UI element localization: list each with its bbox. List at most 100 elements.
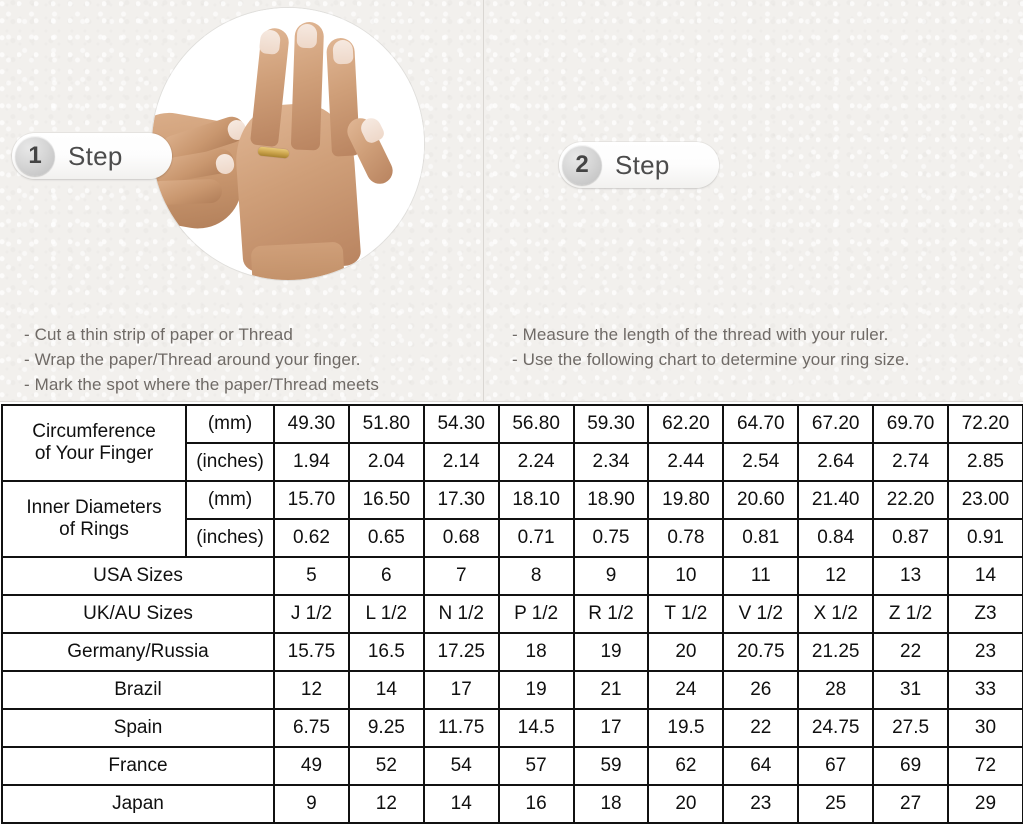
cell-8: 12 xyxy=(797,556,875,596)
cell-1: J 1/2 xyxy=(273,594,350,634)
cell-4: 0.71 xyxy=(497,518,575,558)
cell-6: 2.44 xyxy=(647,442,725,482)
cell-9: 13 xyxy=(872,556,950,596)
row-label: USA Sizes xyxy=(1,556,275,596)
cell-3: 54 xyxy=(422,746,500,786)
cell-1: 0.62 xyxy=(273,518,350,558)
cell-5: 59 xyxy=(572,746,650,786)
cell-1: 5 xyxy=(273,556,350,596)
table-row: USA Sizes 5 6 7 8 9 10 11 12 13 14 xyxy=(1,556,1023,596)
row-group-label: Circumference of Your Finger xyxy=(1,404,187,482)
cell-3: 17.30 xyxy=(422,480,500,520)
cell-2: 16.5 xyxy=(347,632,425,672)
cell-5: 17 xyxy=(572,708,650,748)
cell-3: 17.25 xyxy=(422,632,500,672)
cell-6: 0.78 xyxy=(647,518,725,558)
cell-6: T 1/2 xyxy=(647,594,725,634)
cell-3: 11.75 xyxy=(422,708,500,748)
cell-4: 16 xyxy=(497,784,575,824)
cell-10: 29 xyxy=(947,784,1023,824)
cell-8: 2.64 xyxy=(797,442,875,482)
step-number-circle: 1 xyxy=(15,136,55,176)
instruction-line: - Use the following chart to determine y… xyxy=(512,350,910,369)
fingernail xyxy=(258,29,282,55)
cell-1: 49.30 xyxy=(273,404,350,444)
cell-2: 6 xyxy=(347,556,425,596)
cell-10: 0.91 xyxy=(947,518,1023,558)
instruction-line: - Cut a thin strip of paper or Thread xyxy=(24,325,293,344)
cell-8: X 1/2 xyxy=(797,594,875,634)
step-label: Step xyxy=(615,149,670,180)
step-number: 1 xyxy=(28,142,42,169)
cell-10: 23.00 xyxy=(947,480,1023,520)
cell-8: 21.25 xyxy=(797,632,875,672)
section-bottom-rule xyxy=(0,401,1023,402)
cell-3: 14 xyxy=(422,784,500,824)
table-row: Japan 9 12 14 16 18 20 23 25 27 29 xyxy=(1,784,1023,824)
cell-1: 15.75 xyxy=(273,632,350,672)
cell-8: 28 xyxy=(797,670,875,710)
ring-size-chart-table-wrapper: Circumference of Your Finger (mm) 49.30 51.8… xyxy=(0,404,1023,826)
cell-5: 9 xyxy=(572,556,650,596)
cell-5: 21 xyxy=(572,670,650,710)
instruction-line: - Wrap the paper/Thread around your fing… xyxy=(24,350,361,369)
instruction-line: - Mark the spot where the paper/Thread m… xyxy=(24,375,379,394)
cell-3: N 1/2 xyxy=(422,594,500,634)
step-2-panel: 1 2 3 MADE IN CHINA 2 Step - Measure the… xyxy=(484,0,1023,402)
fingernail xyxy=(332,39,354,65)
row-label: UK/AU Sizes xyxy=(1,594,275,634)
cell-9: 27.5 xyxy=(872,708,950,748)
cell-9: 69 xyxy=(872,746,950,786)
cell-1: 1.94 xyxy=(273,442,350,482)
table-row: (inches) 1.94 2.04 2.14 2.24 2.34 2.44 2.54 2.64… xyxy=(2,442,1023,482)
cell-8: 25 xyxy=(797,784,875,824)
step-number: 2 xyxy=(575,151,589,178)
cell-7: V 1/2 xyxy=(722,594,800,634)
step-2-badge: 2 Step xyxy=(559,142,719,188)
table-row: (inches) 0.62 0.65 0.68 0.71 0.75 0.78 0.81 0.84… xyxy=(2,518,1023,558)
cell-2: 14 xyxy=(347,670,425,710)
row-unit-label: (mm) xyxy=(185,404,275,444)
cell-4: 56.80 xyxy=(497,404,575,444)
cell-2: 0.65 xyxy=(347,518,425,558)
instruction-line: - Measure the length of the thread with … xyxy=(512,325,889,344)
cell-7: 23 xyxy=(722,784,800,824)
cell-10: 14 xyxy=(947,556,1023,596)
step-1-panel: 1 Step - Cut a thin strip of paper or Th… xyxy=(0,0,483,402)
cell-5: 0.75 xyxy=(572,518,650,558)
cell-3: 54.30 xyxy=(422,404,500,444)
cell-5: R 1/2 xyxy=(572,594,650,634)
cell-7: 20.75 xyxy=(722,632,800,672)
cell-8: 24.75 xyxy=(797,708,875,748)
table-row: Circumference of Your Finger (mm) 49.30 51.8… xyxy=(1,404,1023,482)
cell-9: 22.20 xyxy=(872,480,950,520)
cell-5: 18 xyxy=(572,784,650,824)
cell-9: 2.74 xyxy=(872,442,950,482)
cell-10: 23 xyxy=(947,632,1023,672)
cell-7: 26 xyxy=(722,670,800,710)
cell-7: 20.60 xyxy=(722,480,800,520)
row-unit-label: (inches) xyxy=(185,442,275,482)
cell-6: 20 xyxy=(647,784,725,824)
cell-2: L 1/2 xyxy=(347,594,425,634)
cell-6: 20 xyxy=(647,632,725,672)
cell-9: 27 xyxy=(872,784,950,824)
cell-2: 51.80 xyxy=(347,404,425,444)
cell-2: 2.04 xyxy=(347,442,425,482)
cell-4: 19 xyxy=(497,670,575,710)
cell-4: P 1/2 xyxy=(497,594,575,634)
cell-3: 17 xyxy=(422,670,500,710)
step-1-badge: 1 Step xyxy=(12,133,172,179)
cell-4: 14.5 xyxy=(497,708,575,748)
row-label: France xyxy=(1,746,275,786)
cell-1: 12 xyxy=(273,670,350,710)
cell-5: 59.30 xyxy=(572,404,650,444)
row-unit-label: (inches) xyxy=(185,518,275,558)
cell-2: 9.25 xyxy=(347,708,425,748)
cell-7: 11 xyxy=(722,556,800,596)
ring-size-chart-table: Circumference of Your Finger (mm) 49.30 51.8… xyxy=(1,404,1023,824)
cell-8: 67.20 xyxy=(797,404,875,444)
cell-7: 22 xyxy=(722,708,800,748)
cell-3: 7 xyxy=(422,556,500,596)
table-row: Spain 6.75 9.25 11.75 14.5 17 19.5 22 24.75 27.5 3… xyxy=(1,708,1023,748)
